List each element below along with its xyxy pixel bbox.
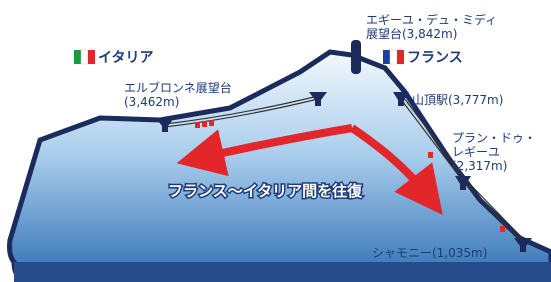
station-label: レギーユ: [452, 145, 500, 159]
station-label: シャモニー(1,035m): [372, 246, 487, 260]
needle: [351, 40, 361, 74]
ground: [14, 262, 551, 282]
scene: イタリア フランス エギーユ・デュ・ミディ 展望台(3,842m) エルブロンネ…: [0, 0, 551, 282]
country-label: フランス: [407, 50, 463, 66]
route-label: フランス〜イタリア間を往復: [168, 182, 363, 200]
flag-italy: [74, 50, 95, 64]
station-label: プラン・ドゥ・: [452, 131, 536, 145]
station-label: エギーユ・デュ・ミディ: [366, 12, 497, 27]
station-label: 展望台(3,842m): [366, 26, 457, 41]
station-label: (2,317m): [452, 159, 507, 173]
station-label: (3,462m): [124, 95, 179, 109]
station-label: 山頂駅(3,777m): [412, 93, 503, 107]
country-label: イタリア: [98, 50, 153, 66]
flag-france: [383, 50, 404, 64]
station-label: エルブロンネ展望台: [124, 80, 232, 95]
